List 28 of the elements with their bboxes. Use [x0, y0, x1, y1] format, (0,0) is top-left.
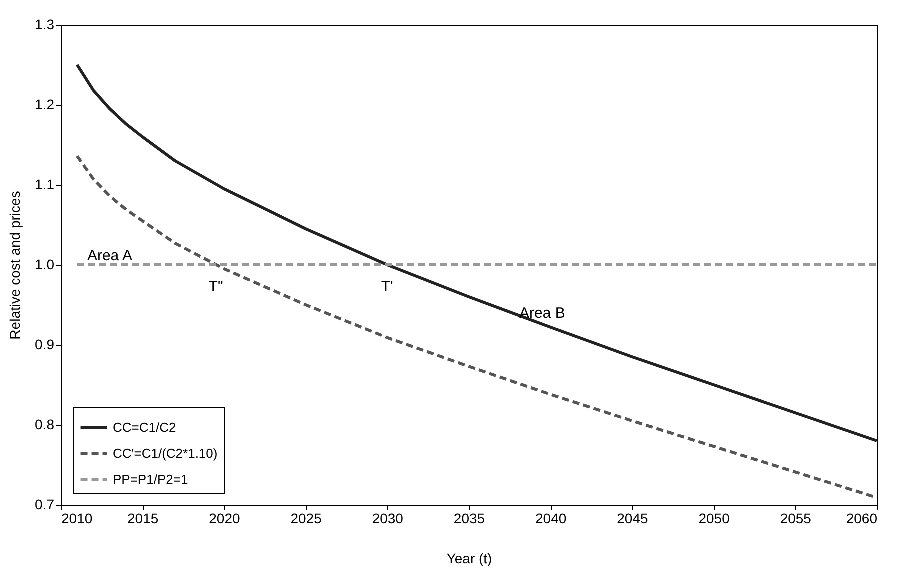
x-tick-label: 2020	[209, 510, 240, 526]
x-tick-label: 2025	[290, 510, 322, 526]
x-tick-label: 2010	[62, 510, 93, 526]
line-series	[76, 64, 878, 442]
y-tick-label: 1.0	[35, 256, 55, 272]
annotation: Area B	[520, 305, 566, 322]
y-axis-title: Relative cost and prices	[7, 191, 24, 340]
annotation: T'	[381, 278, 394, 296]
y-tick-label: 1.2	[35, 96, 55, 112]
x-tick-label: 2030	[372, 510, 404, 526]
legend-label: PP=P1/P2=1	[113, 472, 188, 487]
x-tick-label: 2040	[536, 510, 567, 526]
x-tick-label: 2015	[128, 510, 159, 526]
x-tick-label: 2050	[698, 510, 730, 526]
y-tick-label: 0.9	[35, 336, 55, 352]
legend-label: CC=C1/C2	[113, 420, 176, 435]
y-tick-label: 0.7	[35, 496, 55, 512]
x-tick-label: 2060	[846, 510, 878, 526]
x-tick-label: 2055	[780, 510, 812, 526]
annotation: Area A	[87, 247, 132, 264]
y-tick-label: 0.8	[35, 416, 55, 432]
annotation: T"	[208, 278, 224, 296]
x-axis-title: Year (t)	[446, 550, 492, 566]
x-tick-label: 2035	[454, 510, 486, 526]
y-tick-label: 1.1	[35, 176, 55, 192]
x-tick-label: 2045	[617, 510, 648, 526]
y-tick-label: 1.3	[35, 16, 55, 32]
legend-label: CC'=C1/(C2*1.10)	[113, 446, 218, 461]
